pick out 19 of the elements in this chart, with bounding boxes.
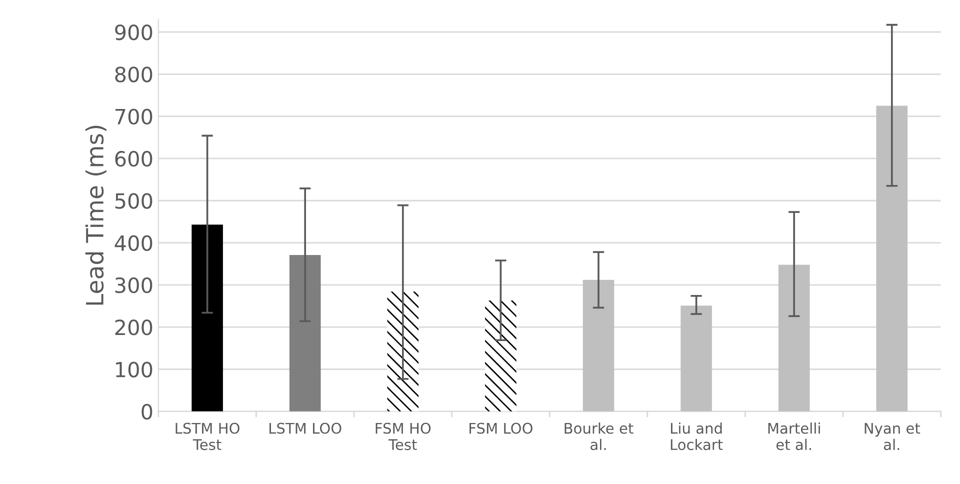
y-tick-label: 100 xyxy=(116,362,152,378)
y-tick-label: 500 xyxy=(115,193,152,209)
y-tick-label: 900 xyxy=(115,24,152,40)
y-tick-label: 0 xyxy=(142,404,152,420)
x-tick-label: FSM HO Test xyxy=(376,422,431,450)
y-tick-label: 800 xyxy=(115,66,152,82)
x-tick-label: Nyan et al. xyxy=(864,422,920,450)
x-tick-label: Martelli et al. xyxy=(768,422,820,450)
y-tick-label: 300 xyxy=(115,277,152,294)
x-tick-label: Bourke et al. xyxy=(564,422,634,450)
y-tick-label: 600 xyxy=(115,150,152,167)
x-tick-label: Liu and Lockart xyxy=(670,422,723,450)
x-tick-label: LSTM LOO xyxy=(270,422,342,434)
y-tick-label: 400 xyxy=(114,235,152,251)
x-tick-label: LSTM HO Test xyxy=(176,422,240,450)
y-axis-title: Lead Time (ms) xyxy=(85,126,106,305)
x-tick-label: FSM LOO xyxy=(470,422,532,434)
y-tick-label: 700 xyxy=(115,108,152,125)
y-tick-label: 200 xyxy=(115,320,152,336)
